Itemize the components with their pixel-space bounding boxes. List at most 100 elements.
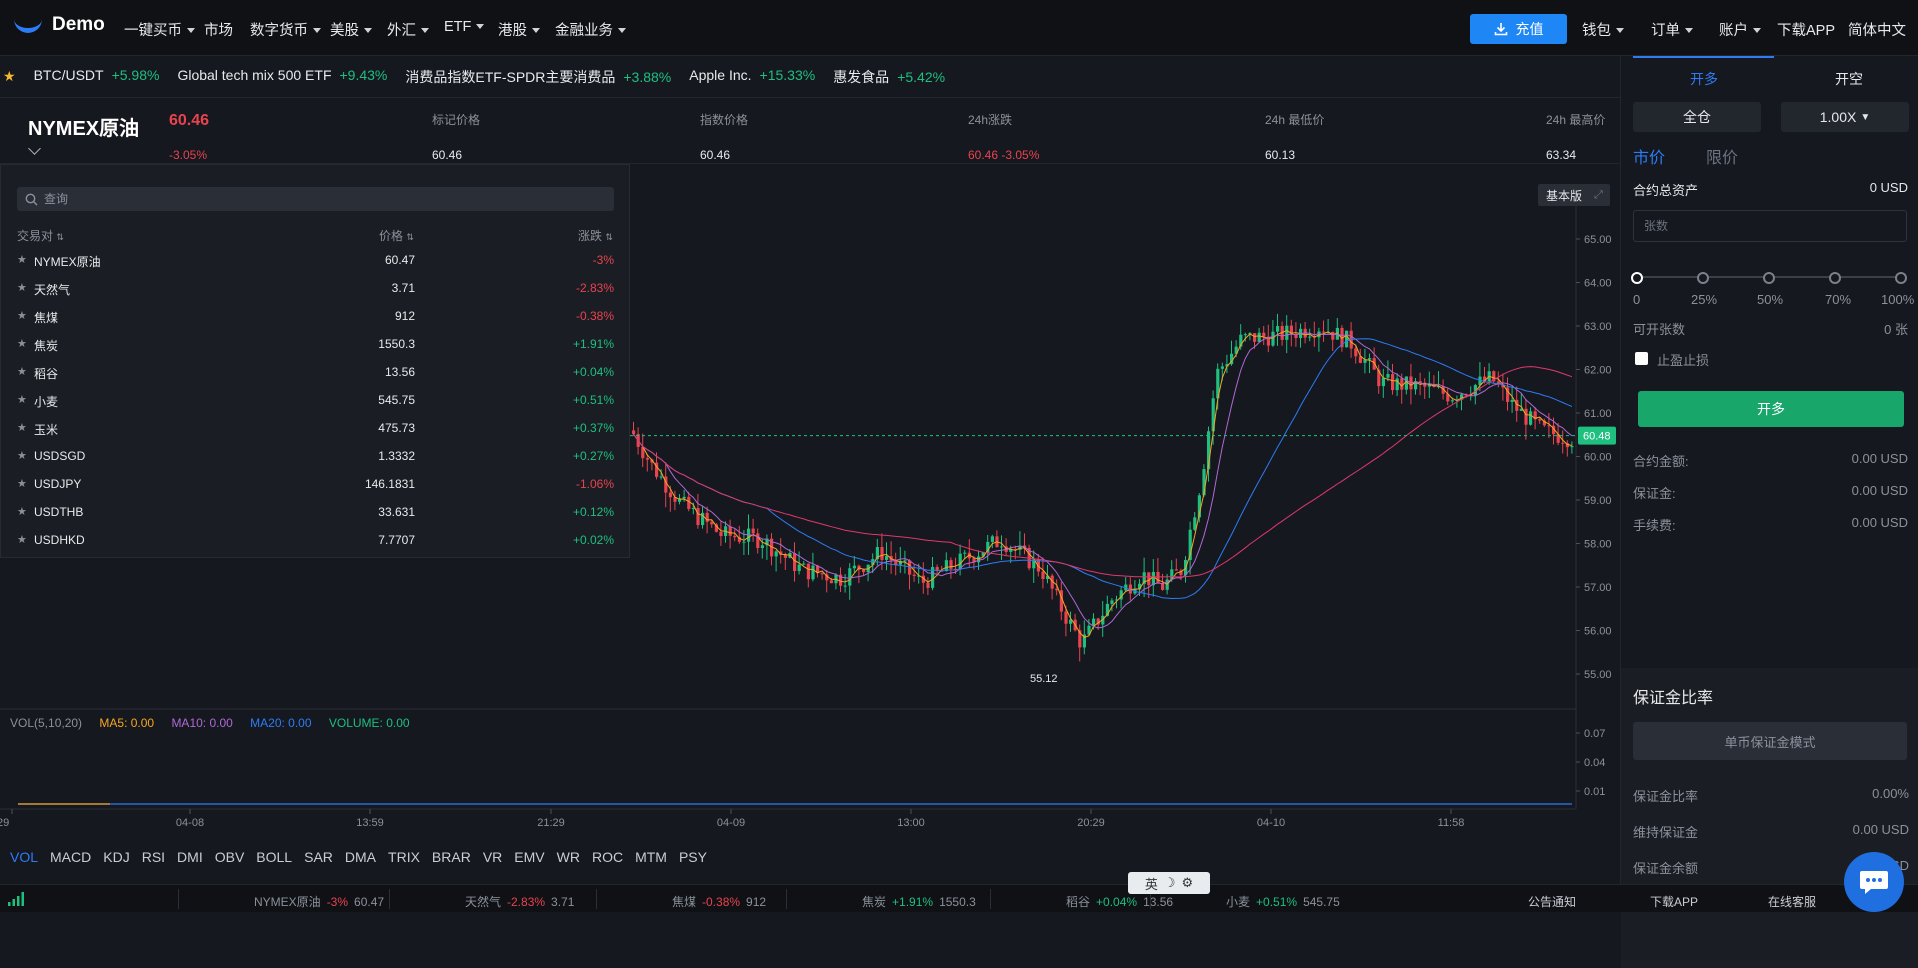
symbol-list-item[interactable]: ★ 小麦 545.75 +0.51%: [17, 390, 614, 410]
star-icon[interactable]: ★: [17, 534, 27, 546]
leverage-select[interactable]: 1.00X ▼: [1781, 102, 1909, 132]
slider-step[interactable]: [1631, 272, 1643, 284]
indicator-tab[interactable]: WR: [556, 849, 580, 865]
symbol-list-item[interactable]: ★ NYMEX原油 60.47 -3%: [17, 250, 614, 270]
footer-ticker-item[interactable]: 稻谷 +0.04% 13.56: [1066, 893, 1173, 910]
tab-open-long[interactable]: 开多: [1690, 71, 1718, 87]
fullscreen-icon[interactable]: ⤢: [1594, 188, 1603, 201]
search-input[interactable]: [44, 192, 584, 206]
header-change[interactable]: 涨跌 ⇅: [578, 227, 613, 244]
slider-step[interactable]: [1829, 272, 1841, 284]
symbol-list-item[interactable]: ★ 稻谷 13.56 +0.04%: [17, 362, 614, 382]
quantity-input[interactable]: [1633, 210, 1907, 242]
indicator-tab[interactable]: VR: [482, 849, 503, 865]
nav-item[interactable]: 数字货币: [250, 19, 321, 40]
footer-download-link[interactable]: 下载APP: [1650, 895, 1699, 909]
indicator-tab[interactable]: MTM: [635, 849, 667, 865]
ticker-item[interactable]: 惠发食品 +5.42%: [833, 67, 945, 87]
nav-right-item[interactable]: 下载APP: [1777, 19, 1835, 40]
recharge-button[interactable]: 充值: [1470, 14, 1567, 44]
margin-mode-select[interactable]: 全仓: [1633, 102, 1761, 132]
indicator-tab[interactable]: BOLL: [256, 849, 293, 865]
logo[interactable]: Demo: [14, 14, 105, 36]
nav-right-item[interactable]: 订单: [1651, 19, 1693, 40]
symbol-list-item[interactable]: ★ USDSGD 1.3332 +0.27%: [17, 446, 614, 466]
symbol-list-item[interactable]: ★ 焦煤 912 -0.38%: [17, 306, 614, 326]
ticker-item[interactable]: 消费品指数ETF-SPDR主要消费品 +3.88%: [405, 67, 671, 87]
ticker-item[interactable]: BTC/USDT +5.98%: [34, 67, 160, 87]
slider-step[interactable]: [1697, 272, 1709, 284]
nav-item[interactable]: 市场: [204, 19, 233, 40]
basic-mode-button[interactable]: 基本版 ⤢: [1538, 184, 1610, 206]
notice-link[interactable]: 公告通知: [1528, 895, 1577, 909]
indicator-tab[interactable]: SAR: [304, 849, 333, 865]
order-type-market[interactable]: 市价: [1633, 150, 1666, 167]
nav-item[interactable]: 港股: [498, 19, 540, 40]
header-pair[interactable]: 交易对 ⇅: [17, 227, 64, 244]
ime-toolbar[interactable]: 英 ☽ ⚙: [1128, 872, 1210, 894]
indicator-tab[interactable]: TRIX: [388, 849, 420, 865]
indicator-tab[interactable]: EMV: [514, 849, 545, 865]
search-box[interactable]: [17, 187, 614, 211]
header-price[interactable]: 价格 ⇅: [379, 227, 414, 244]
chevron-down-icon[interactable]: [28, 142, 41, 155]
indicator-tab[interactable]: DMA: [344, 849, 377, 865]
star-icon[interactable]: ★: [17, 506, 27, 518]
symbol-name[interactable]: NYMEX原油: [28, 118, 140, 140]
slider-step[interactable]: [1763, 272, 1775, 284]
indicator-tab[interactable]: PSY: [678, 849, 707, 865]
symbol-list-item[interactable]: ★ 焦炭 1550.3 +1.91%: [17, 334, 614, 354]
star-icon[interactable]: ★: [17, 366, 27, 378]
indicator-tab[interactable]: MACD: [50, 849, 92, 865]
kline-chart[interactable]: 65.00 64.00 63.00 62.00 61.00 60.00 59.00 58.00…: [0, 164, 1620, 884]
footer-ticker-item[interactable]: 小麦 +0.51% 545.75: [1226, 893, 1340, 910]
indicator-tab[interactable]: KDJ: [103, 849, 130, 865]
indicator-tab[interactable]: DMI: [177, 849, 203, 865]
indicator-tab[interactable]: OBV: [214, 849, 245, 865]
nav-item[interactable]: 外汇: [387, 19, 429, 40]
tp-sl-checkbox[interactable]: [1635, 352, 1648, 365]
nav-item[interactable]: 金融业务: [555, 19, 626, 40]
symbol-list-change: +0.37%: [572, 421, 614, 435]
nav-right-item[interactable]: 钱包: [1582, 19, 1624, 40]
nav-item[interactable]: ETF: [444, 19, 485, 35]
symbol-list-item[interactable]: ★ USDTHB 33.631 +0.12%: [17, 502, 614, 522]
star-icon[interactable]: ★: [17, 254, 27, 266]
symbol-list-item[interactable]: ★ 玉米 475.73 +0.37%: [17, 418, 614, 438]
support-link[interactable]: 在线客服: [1768, 895, 1817, 909]
star-icon[interactable]: ★: [17, 338, 27, 350]
indicator-tab[interactable]: BRAR: [431, 849, 471, 865]
nav-item[interactable]: 一键买币: [124, 19, 195, 40]
single-margin-mode-button[interactable]: 单币保证金模式: [1633, 722, 1907, 760]
star-icon[interactable]: ★: [17, 478, 27, 490]
open-long-button[interactable]: 开多: [1638, 391, 1904, 427]
indicator-tab[interactable]: RSI: [141, 849, 166, 865]
ticker-item[interactable]: Apple Inc. +15.33%: [689, 67, 815, 87]
symbol-list-item[interactable]: ★ USDJPY 146.1831 -1.06%: [17, 474, 614, 494]
star-icon[interactable]: ★: [17, 422, 27, 434]
nav-right-item[interactable]: 简体中文: [1848, 19, 1906, 40]
star-icon[interactable]: ★: [17, 450, 27, 462]
ticker-strip: ★ BTC/USDT +5.98% Global tech mix 500 ETF +…: [0, 56, 1620, 98]
symbol-list-item[interactable]: ★ 天然气 3.71 -2.83%: [17, 278, 614, 298]
footer-ticker-item[interactable]: NYMEX原油 -3% 60.47: [254, 893, 384, 910]
candle-body: [1363, 359, 1367, 363]
slider-step[interactable]: [1895, 272, 1907, 284]
favorite-star-icon[interactable]: ★: [3, 68, 16, 84]
ticker-item[interactable]: Global tech mix 500 ETF +9.43%: [177, 67, 387, 87]
tab-open-short[interactable]: 开空: [1835, 71, 1863, 87]
star-icon[interactable]: ★: [17, 310, 27, 322]
chat-button[interactable]: [1844, 852, 1904, 912]
indicator-tab[interactable]: VOL: [10, 849, 39, 865]
order-type-limit[interactable]: 限价: [1706, 150, 1739, 167]
nav-item[interactable]: 美股: [330, 19, 372, 40]
footer-ticker-item[interactable]: 焦煤 -0.38% 912: [672, 893, 766, 910]
footer-ticker-item[interactable]: 焦炭 +1.91% 1550.3: [862, 893, 976, 910]
star-icon[interactable]: ★: [17, 282, 27, 294]
star-icon[interactable]: ★: [17, 394, 27, 406]
footer-ticker-item[interactable]: 天然气 -2.83% 3.71: [465, 893, 574, 910]
symbol-list-item[interactable]: ★ USDHKD 7.7707 +0.02%: [17, 530, 614, 550]
chart-area[interactable]: 65.00 64.00 63.00 62.00 61.00 60.00 59.00 58.00…: [0, 164, 1620, 884]
nav-right-item[interactable]: 账户: [1719, 19, 1761, 40]
indicator-tab[interactable]: ROC: [591, 849, 624, 865]
